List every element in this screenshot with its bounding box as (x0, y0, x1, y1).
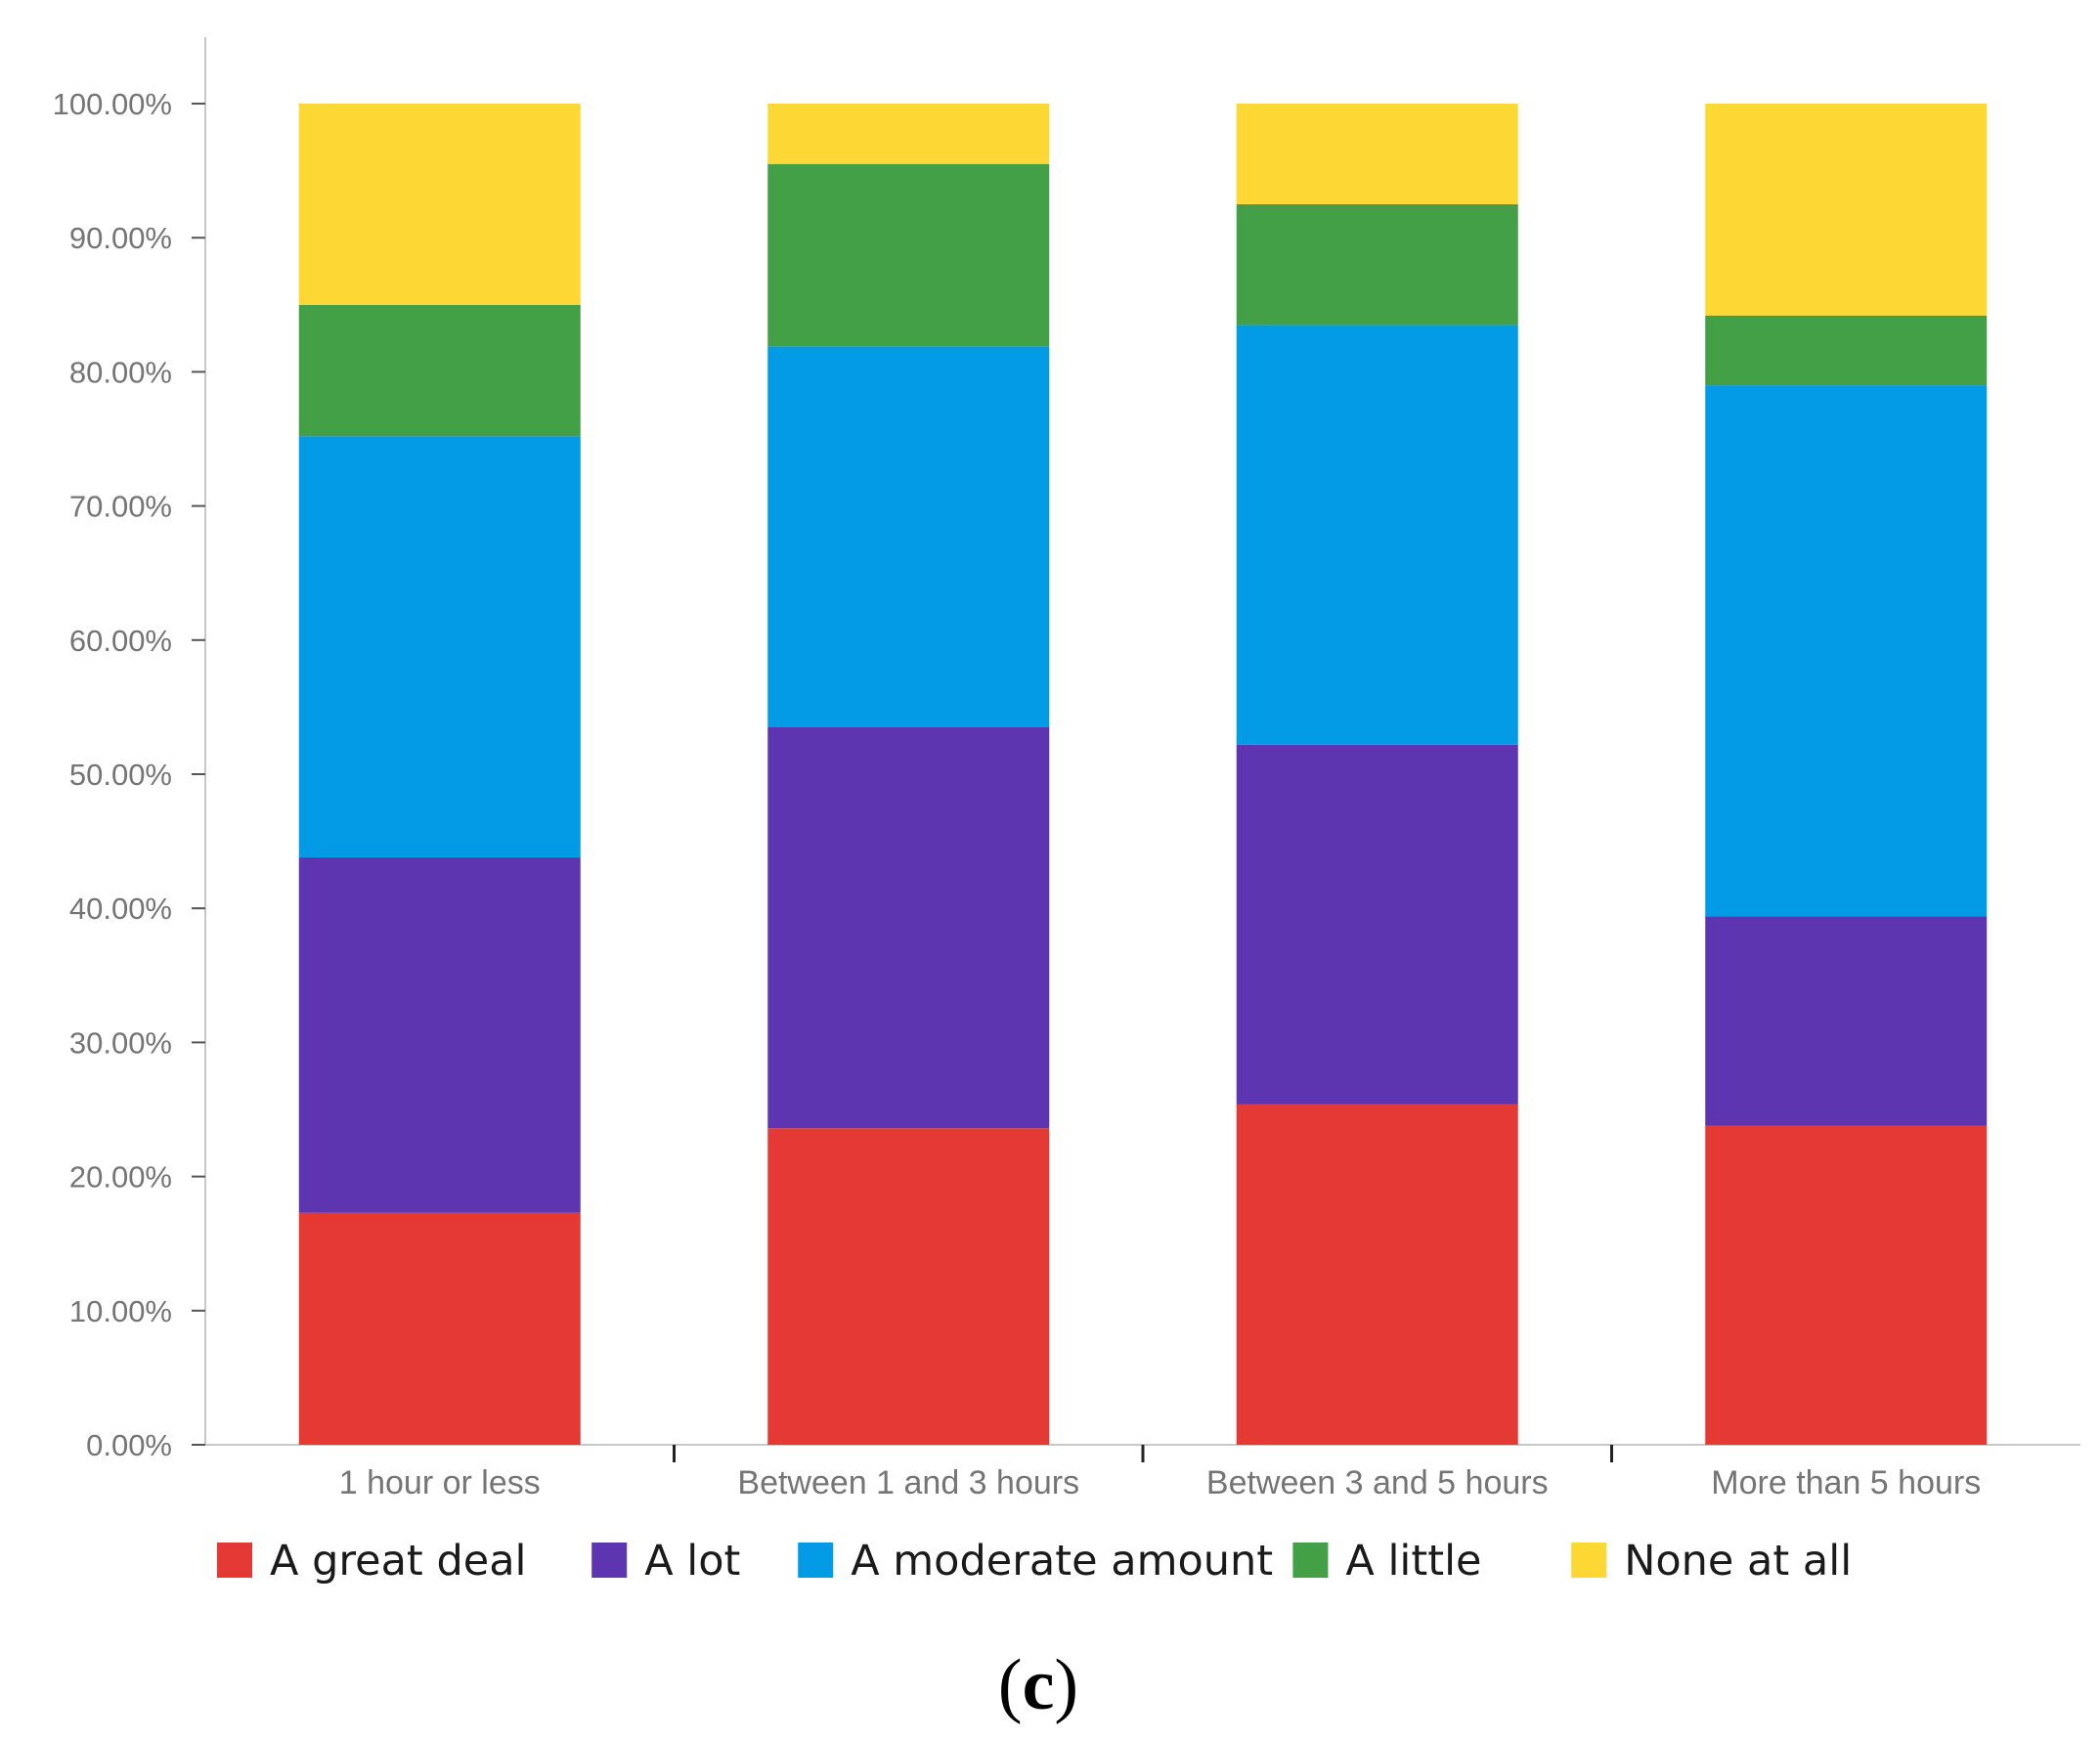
bar-segment-a-moderate-amount (298, 436, 581, 858)
bar-segment-none-at-all (298, 104, 581, 305)
y-tick-label: 40.00% (69, 891, 172, 926)
bar-segment-a-great-deal (767, 1128, 1050, 1445)
x-category-label: More than 5 hours (1711, 1464, 1981, 1501)
caption-letter: c (1023, 1645, 1055, 1725)
bar-segment-none-at-all (767, 104, 1050, 164)
bar-segment-a-moderate-amount (1705, 385, 1988, 917)
y-tick-label: 50.00% (69, 758, 172, 792)
bar-segment-a-lot (767, 726, 1050, 1129)
y-tick-label: 0.00% (86, 1428, 172, 1462)
legend-swatch (1571, 1543, 1607, 1578)
legend-label: A great deal (270, 1537, 527, 1586)
y-tick-label: 70.00% (69, 490, 172, 524)
x-category-label: 1 hour or less (339, 1464, 541, 1501)
legend-swatch (1292, 1543, 1329, 1578)
bar-segment-a-great-deal (1236, 1104, 1518, 1445)
bars (298, 104, 1988, 1445)
y-tick-label: 90.00% (69, 221, 172, 255)
caption-open-paren: ( (998, 1645, 1023, 1725)
y-tick-label: 30.00% (69, 1025, 172, 1060)
legend-label: A little (1345, 1537, 1481, 1586)
bar-segment-a-lot (298, 857, 581, 1213)
y-tick-label: 20.00% (69, 1160, 172, 1195)
y-tick-label: 10.00% (69, 1294, 172, 1328)
y-tick-label: 60.00% (69, 624, 172, 658)
legend: A great deal A lot A moderate amount A litt… (217, 1537, 1852, 1586)
bar-segment-none-at-all (1705, 104, 1988, 316)
caption-close-paren: ) (1054, 1645, 1078, 1725)
x-category-label: Between 3 and 5 hours (1206, 1464, 1549, 1501)
bar-segment-none-at-all (1236, 104, 1518, 204)
bar-segment-a-great-deal (298, 1212, 581, 1445)
bar-segment-a-little (298, 304, 581, 437)
legend-label: None at all (1624, 1537, 1852, 1586)
figure-caption: (c) (998, 1645, 1078, 1725)
bar-segment-a-lot (1705, 916, 1988, 1126)
legend-swatch (591, 1543, 628, 1578)
y-axis-ticks: 0.00% 10.00% 20.00% 30.00% 40.00% 50.00% 60.00… (53, 87, 205, 1462)
x-category-label: Between 1 and 3 hours (737, 1464, 1079, 1501)
bar-segment-a-lot (1236, 744, 1518, 1105)
bar-segment-a-great-deal (1705, 1125, 1988, 1445)
bar-segment-a-moderate-amount (767, 346, 1050, 727)
y-tick-label: 100.00% (53, 87, 172, 121)
bar-segment-a-little (767, 163, 1050, 347)
legend-label: A moderate amount (851, 1537, 1273, 1586)
legend-label: A lot (644, 1537, 740, 1586)
y-tick-label: 80.00% (69, 355, 172, 389)
bar-segment-a-little (1236, 203, 1518, 326)
legend-swatch (798, 1543, 834, 1578)
legend-swatch (217, 1543, 252, 1578)
x-axis-categories: 1 hour or less Between 1 and 3 hours Betwe… (339, 1445, 1981, 1501)
bar-segment-a-little (1705, 315, 1988, 386)
bar-segment-a-moderate-amount (1236, 325, 1518, 745)
